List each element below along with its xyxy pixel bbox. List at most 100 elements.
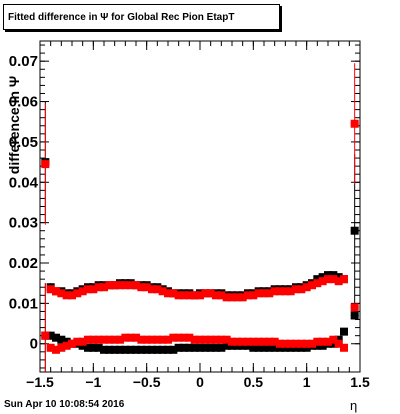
data-point <box>260 337 268 346</box>
data-point <box>110 281 119 290</box>
data-point <box>270 337 279 346</box>
chart-title: Fitted difference in Ψ for Global Rec Pi… <box>3 4 280 30</box>
data-point <box>84 285 92 294</box>
timestamp-footer: Sun Apr 10 10:08:54 2016 <box>4 399 125 410</box>
x-tick-label: 0.5 <box>244 374 264 390</box>
data-point <box>89 285 98 294</box>
data-point <box>78 341 87 350</box>
data-point <box>84 343 92 352</box>
data-point <box>158 287 167 296</box>
y-tick-label: 0.06 <box>9 94 38 111</box>
data-point <box>313 341 322 350</box>
data-point <box>222 341 231 350</box>
data-point <box>254 343 263 352</box>
data-point <box>100 283 108 292</box>
x-tick-label: 1.5 <box>350 374 370 390</box>
data-point <box>201 289 210 298</box>
data-point <box>57 343 66 352</box>
data-point <box>57 289 66 298</box>
data-point <box>110 335 119 344</box>
data-point <box>94 343 103 352</box>
data-point <box>41 331 50 340</box>
data-point <box>164 335 172 344</box>
data-point <box>116 281 124 290</box>
y-tick-label: 0.03 <box>9 215 38 232</box>
data-point <box>212 343 220 352</box>
data-point <box>222 293 231 302</box>
x-tick-label: 0 <box>196 374 204 390</box>
data-point <box>153 345 162 354</box>
y-tick-label: 0.01 <box>9 295 38 312</box>
data-point <box>41 160 50 169</box>
data-point <box>206 335 215 344</box>
data-point <box>132 345 140 354</box>
data-point <box>116 335 124 344</box>
data-point <box>222 335 231 344</box>
axis-tick-labels: 0 0.01 0.02 0.03 0.04 0.05 0.06 0.07 −1.5 −1 −0.5 0… <box>9 53 370 390</box>
data-point <box>206 343 215 352</box>
data-point <box>260 343 268 352</box>
data-point <box>308 339 316 348</box>
data-point <box>126 333 135 342</box>
y-tick-label: 0.02 <box>9 255 38 272</box>
y-tick-label: 0 <box>30 336 38 353</box>
data-point <box>116 345 124 354</box>
data-point <box>73 337 82 346</box>
data-point <box>89 343 98 352</box>
data-point <box>297 339 306 348</box>
data-point <box>324 337 332 346</box>
data-point <box>78 287 87 296</box>
plot-frame <box>39 40 361 373</box>
data-point <box>276 287 284 296</box>
data-point <box>212 335 220 344</box>
data-point <box>46 343 55 352</box>
data-point <box>78 337 87 346</box>
data-point <box>52 287 60 296</box>
data-point <box>121 345 130 354</box>
data-point <box>265 343 274 352</box>
data-point <box>206 289 215 298</box>
data-point <box>297 343 306 352</box>
data-point <box>105 345 114 354</box>
data-point <box>137 283 146 292</box>
data-point <box>281 287 290 296</box>
data-point <box>52 333 60 342</box>
data-point <box>313 275 322 284</box>
data-point <box>254 289 263 298</box>
data-point <box>286 287 295 296</box>
data-point <box>153 285 162 294</box>
y-tick-label: 0.04 <box>9 174 39 191</box>
data-point <box>196 335 204 344</box>
data-point <box>318 277 327 286</box>
data-point <box>212 291 220 300</box>
data-point <box>100 345 108 354</box>
data-point <box>329 271 338 280</box>
data-point <box>110 345 119 354</box>
x-axis-label: η <box>350 398 358 413</box>
x-tick-label: −0.5 <box>133 374 161 390</box>
data-point <box>340 275 348 284</box>
chart-title-text: Fitted difference in Ψ for Global Rec Pi… <box>8 11 235 23</box>
data-point <box>270 343 279 352</box>
x-tick-label: −1 <box>85 374 101 390</box>
data-point <box>73 289 82 298</box>
data-point <box>334 273 343 282</box>
data-point <box>276 339 284 348</box>
data-point <box>238 337 247 346</box>
data-point <box>318 341 327 350</box>
data-point <box>142 283 151 292</box>
data-point <box>276 343 284 352</box>
data-point <box>313 279 322 288</box>
y-tick-label: 0.07 <box>9 53 38 70</box>
data-point <box>62 291 71 300</box>
data-point <box>164 289 172 298</box>
data-point <box>308 281 316 290</box>
data-point <box>324 275 332 284</box>
data-point <box>297 285 306 294</box>
data-point <box>334 277 343 286</box>
data-point <box>334 335 343 344</box>
data-point <box>201 335 210 344</box>
data-point <box>126 281 135 290</box>
data-point <box>132 333 140 342</box>
